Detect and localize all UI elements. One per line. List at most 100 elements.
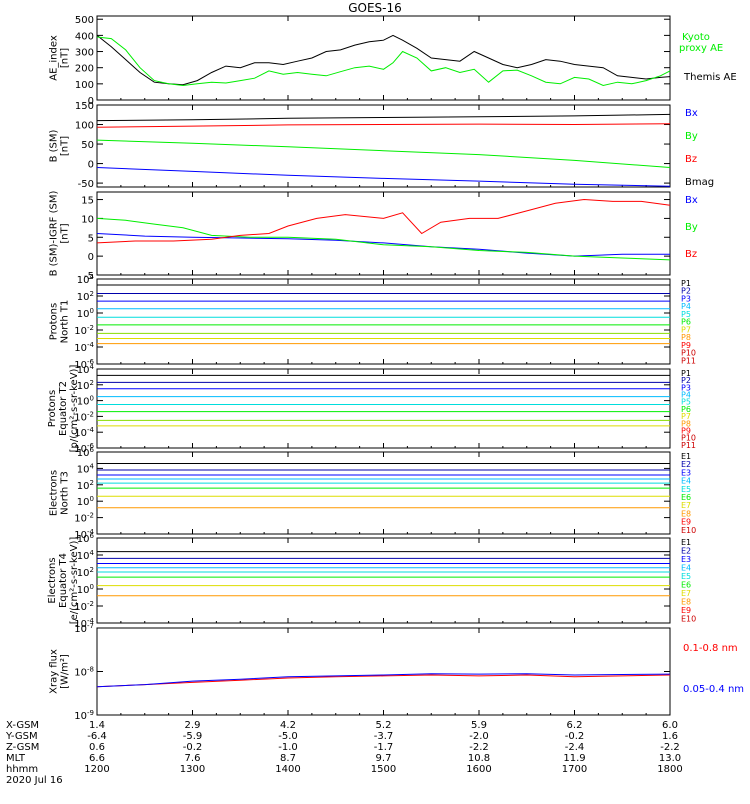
legend-label-bmag: Bmag	[685, 177, 714, 188]
series-line-by	[96, 139, 671, 168]
legend-label-xray-short: 0.05-0.4 nm	[683, 684, 744, 695]
y-axis-label: Equator T2	[58, 381, 69, 436]
legend-label-bz: Bz	[685, 249, 697, 260]
y-axis-label: B (SM)-IGRF (SM)	[49, 191, 60, 277]
footer-row-label: hhmm	[6, 764, 38, 775]
footer-value: -5.9	[183, 731, 203, 742]
legend-label-p7: P7	[681, 412, 691, 421]
y-axis-label: [nT]	[60, 223, 71, 243]
y-tick-label: 10-6	[74, 442, 94, 455]
y-axis-label: Protons	[49, 303, 60, 340]
y-tick-label: 50	[81, 140, 94, 151]
y-tick-label: 10-2	[74, 512, 94, 525]
footer-value: -0.2	[183, 742, 203, 753]
y-axis-label: [p/(cm²-s-sr-keV)]	[69, 365, 80, 453]
legend-label-e1: E1	[681, 538, 691, 547]
panel-xray	[96, 627, 671, 716]
legend-label-bx: Bx	[685, 108, 698, 119]
legend-label-e7: E7	[681, 589, 691, 598]
y-tick-label: -50	[78, 179, 94, 190]
panel-frame	[96, 627, 671, 716]
legend-label-p5: P5	[681, 398, 691, 407]
y-axis-label: North T3	[60, 471, 71, 515]
footer-value: 1600	[466, 764, 491, 775]
footer-value: -5.0	[278, 731, 298, 742]
footer-value: 5.2	[376, 720, 392, 731]
footer-value: 1200	[84, 764, 109, 775]
footer-value: 0.6	[89, 742, 105, 753]
y-tick-label: 300	[75, 48, 94, 59]
y-tick-label: 106	[77, 446, 95, 459]
legend-label-e3: E3	[681, 468, 691, 477]
legend-label-by: By	[685, 222, 698, 233]
legend-label-p9: P9	[681, 426, 691, 435]
legend-label-e5: E5	[681, 572, 691, 581]
panel-frame	[96, 368, 671, 449]
chart-title: GOES-16	[348, 1, 402, 15]
y-axis-label: [nT]	[60, 136, 71, 156]
legend-label-p1: P1	[681, 369, 691, 378]
footer-value: 7.6	[185, 753, 201, 764]
y-axis-label: Electrons	[47, 557, 58, 603]
y-tick-label: 10-9	[74, 709, 94, 722]
legend-label-p5: P5	[681, 310, 691, 319]
footer-value: 1.6	[662, 731, 678, 742]
y-tick-label: 102	[77, 379, 94, 392]
legend-label-e7: E7	[681, 501, 691, 510]
y-tick-label: 10-7	[74, 622, 94, 635]
y-tick-label: 400	[75, 31, 94, 42]
footer-row-label: MLT	[6, 753, 26, 764]
legend-label-p7: P7	[681, 325, 691, 334]
footer-value: 8.7	[280, 753, 296, 764]
legend-label-e4: E4	[681, 564, 691, 573]
y-tick-label: 104	[77, 462, 95, 475]
legend-label-themis-ae: Themis AE	[683, 72, 737, 83]
y-tick-label: 10-4	[74, 341, 94, 354]
y-tick-label: 10-4	[74, 617, 94, 630]
panel-frame	[96, 451, 671, 535]
y-tick-label: 150	[75, 101, 94, 112]
legend-label-p6: P6	[681, 318, 691, 327]
footer-value: 2.9	[185, 720, 201, 731]
y-axis-label: [nT]	[60, 48, 71, 68]
y-tick-label: 10-6	[74, 358, 94, 371]
legend-label-e6: E6	[681, 581, 691, 590]
footer-value: -2.4	[565, 742, 585, 753]
footer-value: 6.6	[89, 753, 105, 764]
footer-value: 4.2	[280, 720, 296, 731]
legend-label-kyoto: Kyoto	[682, 32, 710, 43]
y-tick-label: 106	[77, 532, 95, 545]
footer-value: 1300	[180, 764, 205, 775]
legend-label-p6: P6	[681, 405, 691, 414]
footer-value: 9.7	[376, 753, 392, 764]
y-axis-label: Electrons	[49, 470, 60, 516]
y-tick-label: 0	[88, 96, 94, 107]
panel-et4	[96, 537, 671, 624]
footer-date: 2020 Jul 16	[6, 775, 63, 786]
panel-frame	[96, 537, 671, 624]
footer-value: -1.0	[278, 742, 298, 753]
y-tick-label: 100	[77, 495, 94, 508]
panel-pt2	[96, 368, 671, 449]
footer-value: -2.2	[469, 742, 489, 753]
y-tick-label: 10	[81, 214, 94, 225]
legend-label-proxy-ae: proxy AE	[679, 43, 723, 54]
footer-value: 6.0	[662, 720, 678, 731]
y-tick-label: 102	[77, 566, 94, 579]
footer-value: -2.2	[660, 742, 680, 753]
legend-label-e4: E4	[681, 477, 691, 486]
legend-label-p11: P11	[681, 441, 696, 450]
y-tick-label: 10-8	[74, 666, 94, 679]
y-axis-label: B (SM)	[49, 129, 60, 162]
y-tick-label: 100	[77, 307, 94, 320]
y-axis-label: AE_index	[49, 35, 60, 81]
legend-label-p2: P2	[681, 287, 691, 296]
y-tick-label: 15	[81, 196, 94, 207]
y-tick-label: 102	[77, 479, 94, 492]
series-line-bz	[96, 123, 671, 128]
y-tick-label: 10-2	[74, 324, 94, 337]
y-tick-label: 102	[77, 290, 94, 303]
y-axis-label: North T1	[60, 300, 71, 344]
legend-label-e8: E8	[681, 598, 691, 607]
